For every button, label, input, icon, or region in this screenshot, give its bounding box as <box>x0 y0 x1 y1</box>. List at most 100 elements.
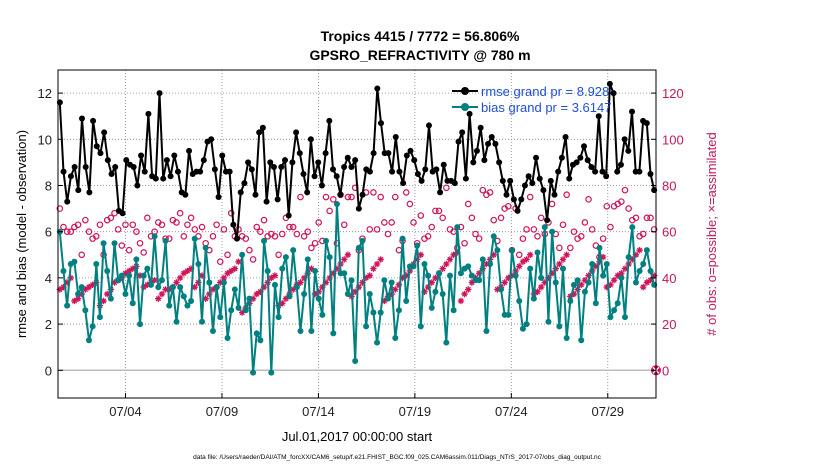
assimilated-obs-point <box>93 279 100 286</box>
bias-point <box>508 247 515 254</box>
rmse-point <box>278 164 285 171</box>
bias-point <box>64 302 71 309</box>
rmse-point <box>400 180 407 187</box>
possible-obs-point <box>468 214 476 222</box>
possible-obs-point <box>227 209 235 217</box>
rmse-point <box>263 198 270 205</box>
bias-point <box>137 321 144 328</box>
possible-obs-point <box>388 219 395 226</box>
bias-point <box>271 281 278 288</box>
legend-marker-rmse <box>461 87 469 95</box>
rmse-point <box>440 161 447 168</box>
bias-point <box>250 369 257 376</box>
bias-point <box>268 369 275 376</box>
rmse-point <box>333 173 340 180</box>
assimilated-obs-point <box>439 265 446 272</box>
assimilated-obs-point <box>636 246 643 254</box>
rmse-point <box>366 168 373 175</box>
possible-obs-point <box>322 193 330 201</box>
rmse-point <box>425 122 432 129</box>
bias-point <box>107 295 114 302</box>
rmse-point <box>558 154 565 161</box>
assimilated-obs-point <box>220 274 228 282</box>
bias-point <box>173 318 180 325</box>
rmse-point <box>566 175 573 182</box>
rmse-point <box>396 168 403 175</box>
possible-obs-point <box>136 239 144 247</box>
assimilated-obs-point <box>289 286 297 293</box>
assimilated-obs-point <box>643 279 651 286</box>
possible-obs-point <box>187 214 195 222</box>
rmse-point <box>499 177 506 184</box>
rmse-point <box>318 182 325 189</box>
y-tick-label: 12 <box>38 86 52 101</box>
assimilated-obs-point <box>235 258 242 265</box>
bias-point <box>523 321 530 328</box>
bias-point <box>556 323 563 330</box>
possible-obs-point <box>311 239 319 247</box>
assimilated-obs-point <box>370 265 377 272</box>
possible-obs-point <box>370 189 377 196</box>
rmse-point <box>71 164 78 171</box>
rmse-point <box>540 187 547 194</box>
bias-point <box>352 358 359 365</box>
bias-point <box>410 263 417 270</box>
assimilated-obs-point <box>322 279 330 286</box>
assimilated-obs-point <box>78 290 85 298</box>
bias-point <box>366 291 373 298</box>
assimilated-obs-point <box>122 270 129 277</box>
possible-obs-point <box>625 205 632 212</box>
rmse-point <box>285 212 292 219</box>
possible-obs-point <box>344 193 352 201</box>
possible-obs-point <box>391 193 399 201</box>
possible-obs-point <box>585 196 592 203</box>
bias-point <box>297 328 304 335</box>
bias-point <box>552 279 559 286</box>
rmse-point <box>414 170 421 177</box>
possible-obs-point <box>340 221 348 229</box>
rmse-point <box>160 175 167 182</box>
possible-obs-point <box>548 200 556 208</box>
rmse-point <box>629 108 636 115</box>
possible-obs-point <box>329 196 337 203</box>
possible-obs-point <box>63 228 71 235</box>
possible-obs-point <box>293 230 301 238</box>
assimilated-obs-point <box>443 260 450 268</box>
rmse-point <box>462 175 469 182</box>
possible-obs-point <box>639 230 647 238</box>
rmse-point <box>64 198 71 205</box>
bias-point <box>436 270 443 277</box>
possible-obs-point <box>271 233 279 240</box>
bias-point <box>264 267 271 274</box>
rmse-point <box>481 157 488 164</box>
x-tick-label: 07/24 <box>495 404 528 419</box>
assimilated-obs-point <box>330 270 337 277</box>
rmse-point <box>492 140 499 147</box>
rmse-point <box>411 157 418 164</box>
rmse-point <box>101 129 108 136</box>
rmse-point <box>197 168 204 175</box>
rmse-point <box>97 150 104 157</box>
possible-obs-point <box>424 233 432 240</box>
assimilated-obs-point <box>461 290 468 298</box>
possible-obs-point <box>406 200 414 208</box>
assimilated-obs-point <box>184 267 191 275</box>
bias-point <box>253 330 260 337</box>
rmse-point <box>315 159 322 166</box>
possible-obs-point <box>213 221 220 229</box>
y-tick-label: 6 <box>45 225 52 240</box>
assimilated-obs-point <box>468 279 476 286</box>
assimilated-obs-point <box>63 279 71 286</box>
possible-obs-point <box>216 258 224 266</box>
bias-point <box>392 334 399 341</box>
assimilated-obs-point <box>450 251 457 258</box>
assimilated-obs-point <box>297 279 304 286</box>
assimilated-obs-point <box>308 265 315 272</box>
bias-point <box>122 291 129 298</box>
possible-obs-point <box>475 235 483 242</box>
bias-point <box>228 307 235 314</box>
bias-point <box>468 272 475 279</box>
assimilated-obs-point <box>217 279 224 286</box>
assimilated-obs-point <box>621 265 629 272</box>
bias-point <box>479 256 486 263</box>
